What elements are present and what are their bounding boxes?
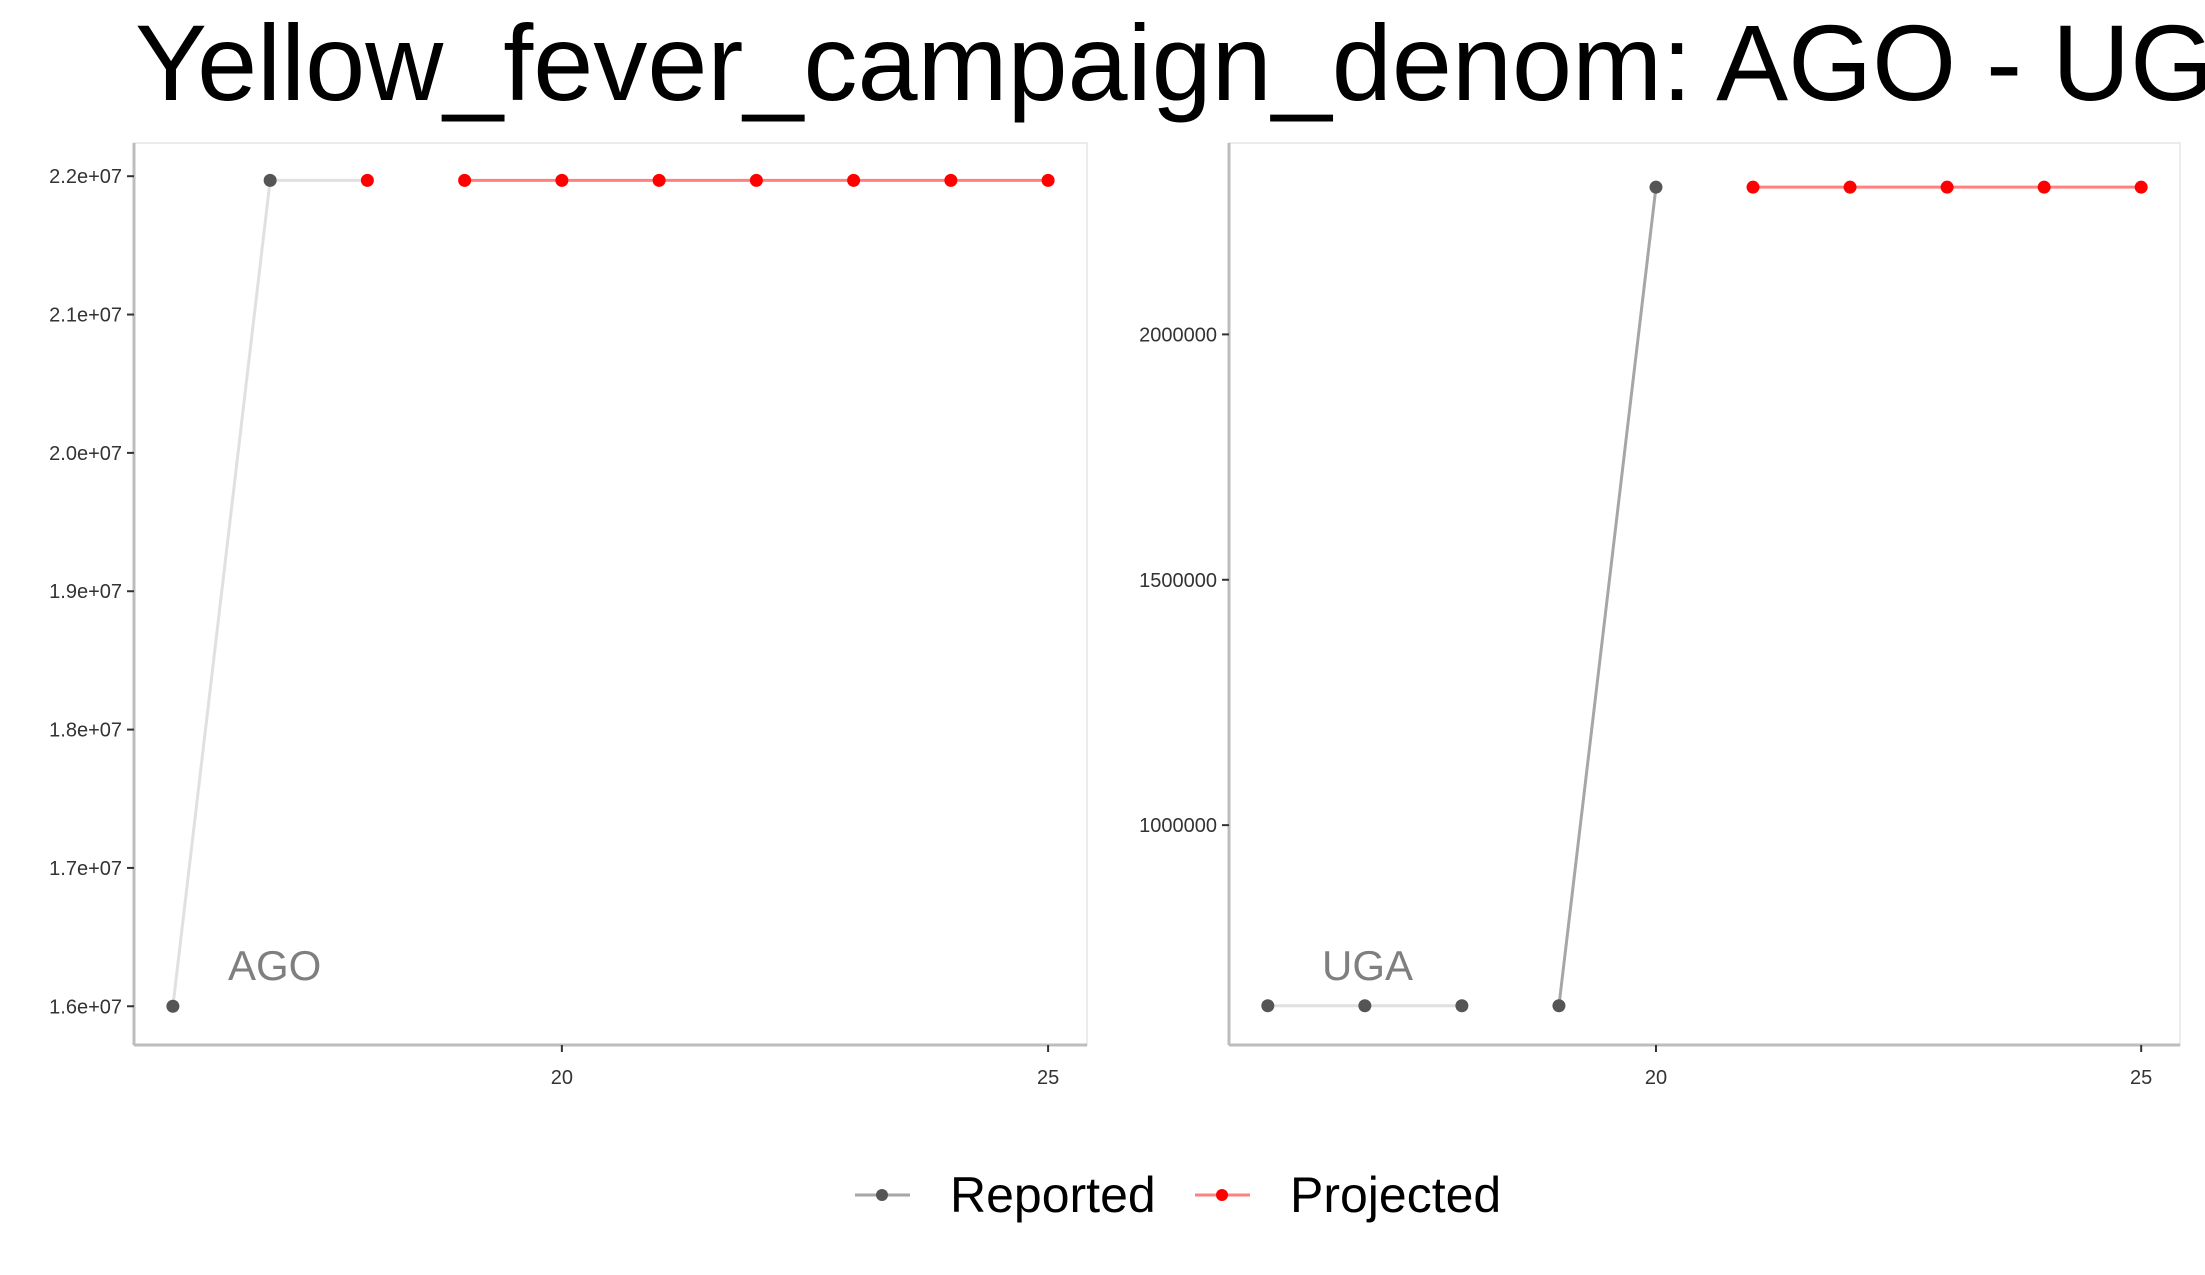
projected-point-ago bbox=[555, 173, 569, 187]
legend-label-projected: Projected bbox=[1290, 1167, 1501, 1223]
reported-point-uga bbox=[1261, 999, 1275, 1013]
reported-point-uga bbox=[1455, 999, 1469, 1013]
y-tick-label-uga: 1000000 bbox=[1139, 815, 1217, 837]
projected-point-ago bbox=[944, 173, 958, 187]
x-tick-label-uga: 20 bbox=[1645, 1067, 1667, 1089]
y-tick-label-ago: 2.2e+07 bbox=[49, 166, 122, 188]
projected-point-ago bbox=[360, 173, 374, 187]
facet-label-uga: UGA bbox=[1322, 942, 1413, 989]
y-tick-label-ago: 1.6e+07 bbox=[49, 996, 122, 1018]
series-line-uga bbox=[1557, 186, 1658, 1006]
reported-point-ago bbox=[263, 173, 277, 187]
projected-point-uga bbox=[1940, 180, 1954, 194]
y-tick-label-ago: 1.8e+07 bbox=[49, 720, 122, 742]
projected-point-uga bbox=[2134, 180, 2148, 194]
projected-point-uga bbox=[1843, 180, 1857, 194]
y-tick-label-uga: 1500000 bbox=[1139, 570, 1217, 592]
panel-uga: 1000000 1500000 2000000 20 25 UGA bbox=[1139, 142, 2181, 1089]
panel-frame-ago bbox=[133, 142, 1088, 1046]
x-tick-label-uga: 25 bbox=[2130, 1067, 2152, 1089]
series-line-ago bbox=[171, 180, 272, 1007]
panel-frame-uga bbox=[1228, 142, 2181, 1046]
reported-point-uga bbox=[1649, 180, 1663, 194]
y-tick-label-ago: 1.9e+07 bbox=[49, 581, 122, 603]
projected-point-ago bbox=[1041, 173, 1055, 187]
legend-key-reported-point bbox=[876, 1189, 888, 1201]
projected-point-ago bbox=[847, 173, 861, 187]
reported-point-uga bbox=[1358, 999, 1372, 1013]
y-tick-label-ago: 2.1e+07 bbox=[49, 305, 122, 327]
reported-point-uga bbox=[1552, 999, 1566, 1013]
legend-label-reported: Reported bbox=[950, 1167, 1156, 1223]
projected-point-ago bbox=[458, 173, 472, 187]
reported-point-ago bbox=[166, 999, 180, 1013]
facet-label-ago: AGO bbox=[228, 942, 321, 989]
x-tick-label-ago: 20 bbox=[551, 1067, 573, 1089]
x-tick-label-ago: 25 bbox=[1037, 1067, 1059, 1089]
y-tick-label-uga: 2000000 bbox=[1139, 324, 1217, 346]
panel-ago: 1.6e+07 1.7e+07 1.8e+07 1.9e+07 2.0e+07 2.1e+… bbox=[49, 142, 1088, 1089]
legend: Reported Projected bbox=[855, 1167, 1501, 1223]
projected-point-uga bbox=[2037, 180, 2051, 194]
y-tick-label-ago: 1.7e+07 bbox=[49, 858, 122, 880]
projected-point-uga bbox=[1746, 180, 1760, 194]
chart-title: Yellow_fever_campaign_denom: AGO - UGA bbox=[135, 2, 2205, 123]
projected-point-ago bbox=[652, 173, 666, 187]
projected-point-ago bbox=[749, 173, 763, 187]
y-tick-label-ago: 2.0e+07 bbox=[49, 443, 122, 465]
legend-key-projected-point bbox=[1216, 1189, 1228, 1201]
